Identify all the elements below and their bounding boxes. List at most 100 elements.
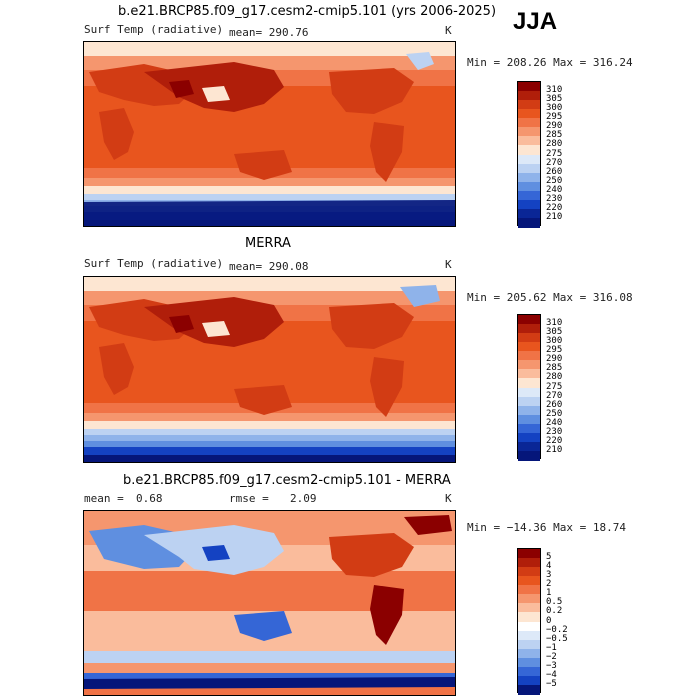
colorbar-tick-label: −4 (546, 669, 557, 680)
panel-3-mean-label: mean = (84, 492, 124, 505)
colorbar-tick-label: 285 (546, 363, 563, 374)
colorbar-tick-label: 2 (546, 579, 552, 590)
colorbar-tick-label: 250 (546, 175, 563, 186)
colorbar-swatch (518, 217, 540, 228)
colorbar-swatch (518, 603, 540, 613)
panel-1-map-field (84, 42, 455, 226)
colorbar-swatch (518, 172, 540, 183)
colorbar-swatch (518, 414, 540, 425)
panel-1-title: b.e21.BRCP85.f09_g17.cesm2-cmip5.101 (yr… (118, 4, 497, 19)
colorbar-swatch (518, 351, 540, 361)
colorbar-swatch (518, 549, 540, 559)
colorbar-swatch (518, 684, 540, 695)
colorbar-tick-label: 260 (546, 399, 563, 410)
colorbar-swatch (518, 378, 540, 388)
colorbar-swatch (518, 208, 540, 219)
panel-3-map-field (84, 511, 455, 695)
colorbar-swatch (518, 387, 540, 398)
panel-1-variable-label: Surf Temp (radiative) (84, 23, 224, 36)
panel-3-minmax-label: Min = −14.36 Max = 18.74 (467, 521, 626, 534)
panel-3-map (83, 510, 456, 696)
colorbar-swatch (518, 405, 540, 416)
colorbar-tick-label: 1 (546, 588, 552, 599)
colorbar-tick-label: 295 (546, 345, 563, 356)
colorbar-swatch (518, 369, 540, 379)
colorbar-tick-label: 5 (546, 552, 552, 563)
panel-2-mean-label: mean= 290.08 (229, 260, 309, 273)
colorbar-tick-label: 0.5 (546, 597, 563, 608)
colorbar-tick-label: 3 (546, 570, 552, 581)
colorbar-tick-label: 210 (546, 444, 563, 455)
colorbar-swatch (518, 450, 540, 461)
colorbar-swatch (518, 199, 540, 210)
colorbar-swatch (518, 612, 540, 622)
colorbar-tick-label: 0 (546, 615, 552, 626)
colorbar-swatch (518, 91, 540, 101)
colorbar-swatch (518, 181, 540, 192)
colorbar-swatch (518, 432, 540, 443)
colorbar-swatch (518, 333, 540, 343)
colorbar-tick-label: 230 (546, 193, 563, 204)
panel-3-title: b.e21.BRCP85.f09_g17.cesm2-cmip5.101 - M… (123, 473, 451, 488)
colorbar-swatch (518, 109, 540, 119)
colorbar-swatch (518, 163, 540, 174)
colorbar-tick-label: 240 (546, 184, 563, 195)
colorbar-tick-label: 210 (546, 211, 563, 222)
colorbar-swatch (518, 441, 540, 452)
colorbar-swatch (518, 657, 540, 668)
colorbar-tick-label: 260 (546, 166, 563, 177)
panel-1-units-label: K (445, 24, 452, 37)
colorbar-tick-label: 295 (546, 112, 563, 123)
panel-2-variable-label: Surf Temp (radiative) (84, 257, 224, 270)
colorbar-swatch (518, 82, 540, 92)
colorbar-tick-label: 310 (546, 85, 563, 96)
season-label: JJA (513, 8, 558, 35)
colorbar-swatch (518, 639, 540, 650)
colorbar-tick-label: 285 (546, 130, 563, 141)
colorbar-tick-label: 280 (546, 139, 563, 150)
panel-2-map-field (84, 277, 455, 462)
panel-1-map (83, 41, 456, 227)
panel-1-colorbar: 310 305 300 295 290 285 280 275 270 260 250 240 230 2… (517, 81, 562, 228)
colorbar-tick-label: 220 (546, 202, 563, 213)
colorbar-tick-label: −0.5 (546, 633, 568, 644)
colorbar-tick-label: −0.2 (546, 624, 568, 635)
panel-2-colorbar-swatches: 310 305 300 295 290 285 280 275 270 260 250 240 230 2… (517, 314, 562, 461)
panel-2-units-label: K (445, 258, 452, 271)
colorbar-tick-label: −1 (546, 642, 557, 653)
colorbar-swatch (518, 127, 540, 137)
colorbar-swatch (518, 118, 540, 128)
colorbar-tick-label: 275 (546, 148, 563, 159)
colorbar-tick-label: 300 (546, 336, 563, 347)
panel-3-colorbar: 5 4 3 2 1 0.5 0.2 0 −0.2 −0.5 −1 −2 −3 −4 −5 (517, 548, 568, 695)
colorbar-tick-label: 270 (546, 390, 563, 401)
colorbar-swatch (518, 396, 540, 407)
colorbar-tick-label: 305 (546, 327, 563, 338)
colorbar-swatch (518, 423, 540, 434)
colorbar-swatch (518, 576, 540, 586)
colorbar-tick-label: 0.2 (546, 606, 563, 617)
colorbar-swatch (518, 324, 540, 334)
panel-3-rmse-value: 2.09 (290, 492, 317, 505)
panel-2-title: MERRA (245, 236, 291, 251)
colorbar-tick-label: 240 (546, 417, 563, 428)
colorbar-tick-label: 310 (546, 318, 563, 329)
colorbar-tick-label: −2 (546, 651, 557, 662)
colorbar-tick-label: 220 (546, 435, 563, 446)
colorbar-tick-label: 290 (546, 121, 563, 132)
panel-3-rmse-label: rmse = (229, 492, 269, 505)
colorbar-swatch (518, 585, 540, 595)
colorbar-tick-label: 300 (546, 103, 563, 114)
colorbar-tick-label: 275 (546, 381, 563, 392)
panel-3-units-label: K (445, 492, 452, 505)
panel-1-mean-label: mean= 290.76 (229, 26, 309, 39)
colorbar-swatch (518, 648, 540, 659)
colorbar-swatch (518, 558, 540, 568)
colorbar-tick-label: 250 (546, 408, 563, 419)
colorbar-swatch (518, 136, 540, 146)
colorbar-tick-label: 230 (546, 426, 563, 437)
colorbar-tick-label: 270 (546, 157, 563, 168)
colorbar-tick-label: −3 (546, 660, 557, 671)
panel-1-minmax-label: Min = 208.26 Max = 316.24 (467, 56, 633, 69)
